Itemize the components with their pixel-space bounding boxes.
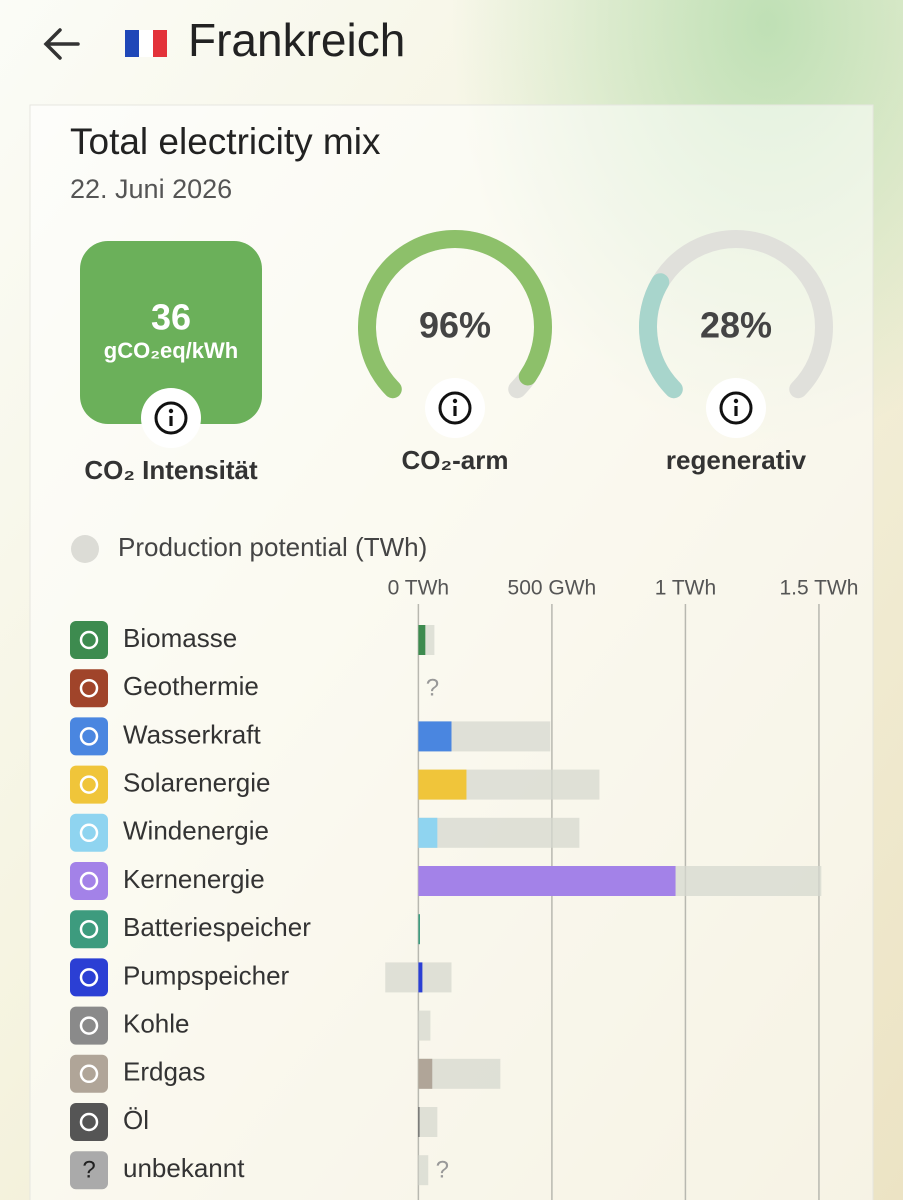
potential-bar [418, 1155, 429, 1186]
category-icon [70, 1151, 108, 1190]
category-label: Kernenergie [123, 864, 265, 894]
info-icon [154, 401, 188, 435]
production-bar [418, 962, 423, 993]
gauge-label: regenerativ [666, 445, 807, 475]
category-icon [70, 1054, 108, 1093]
x-tick-label: 0 TWh [388, 577, 449, 600]
category-icon-glyph [79, 1016, 99, 1035]
potential-bar [418, 817, 580, 848]
production-bar [418, 769, 467, 800]
production-bar [418, 625, 426, 655]
co2-label: CO₂ Intensität [84, 455, 258, 485]
unknown-value: ? [436, 1157, 449, 1184]
x-tick-label: 500 GWh [508, 577, 597, 600]
category-icon-glyph [79, 871, 99, 891]
category-icon-glyph [79, 823, 99, 843]
card-date: 22. Juni 2026 [70, 174, 232, 204]
page-title: Frankreich [188, 14, 405, 66]
category-label: Kohle [123, 1008, 190, 1038]
flag [125, 30, 167, 57]
category-label: Biomasse [123, 623, 237, 653]
production-bar [418, 817, 438, 848]
co2-intensity-box [80, 241, 262, 424]
potential-bar [385, 962, 452, 993]
production-bar [418, 1058, 433, 1089]
co2-value: 36 [151, 297, 191, 338]
category-icon-glyph [79, 1112, 99, 1132]
category-label: Öl [123, 1105, 149, 1135]
category-label: Solarenergie [123, 767, 270, 797]
category-icon-glyph [79, 630, 99, 650]
category-icon-glyph [79, 727, 99, 746]
info-icon [438, 391, 472, 425]
category-icon [70, 910, 108, 949]
gauge-value: 96% [419, 305, 491, 346]
legend-marker[interactable] [71, 535, 99, 563]
category-label: unbekannt [123, 1153, 245, 1183]
category-icon-glyph: ? [82, 1157, 95, 1184]
unknown-value: ? [426, 675, 439, 702]
potential-bar [418, 1107, 438, 1137]
potential-bar [418, 1010, 431, 1041]
card-title: Total electricity mix [70, 121, 381, 162]
production-bar [418, 914, 420, 945]
category-icon [70, 765, 108, 804]
category-icon [70, 669, 108, 708]
info-icon-dot [733, 398, 739, 404]
info-icon-dot [452, 398, 458, 404]
category-icon-glyph [79, 775, 99, 794]
category-icon [70, 621, 108, 659]
production-bar [418, 1107, 420, 1137]
category-label: Pumpspeicher [123, 960, 290, 990]
category-label: Wasserkraft [123, 719, 261, 749]
gauge-label: CO₂-arm [402, 445, 509, 475]
category-label: Windenergie [123, 816, 269, 846]
production-bar [418, 721, 452, 752]
production-bar [418, 866, 676, 896]
category-icon-glyph [79, 1064, 99, 1084]
category-icon-glyph [79, 919, 99, 939]
category-icon [70, 1103, 108, 1141]
category-label: Geothermie [123, 671, 259, 701]
gauge-fill [639, 273, 683, 399]
category-icon-glyph [79, 968, 99, 987]
category-icon [70, 813, 108, 852]
category-label: Batteriespeicher [123, 912, 311, 942]
gauge-fill [358, 230, 552, 399]
info-icon-dot [168, 408, 174, 414]
legend-label[interactable]: Production potential (TWh) [118, 532, 427, 562]
category-label: Erdgas [123, 1057, 205, 1087]
category-icon [70, 717, 108, 756]
gauge-value: 28% [700, 305, 772, 346]
category-icon [70, 862, 108, 900]
co2-unit: gCO₂eq/kWh [104, 338, 238, 363]
x-tick-label: 1 TWh [655, 577, 716, 600]
x-tick-label: 1.5 TWh [779, 577, 858, 600]
category-icon [70, 1006, 108, 1045]
category-icon-glyph [79, 678, 99, 698]
info-icon [719, 391, 753, 425]
back-button[interactable] [43, 28, 80, 60]
category-icon [70, 958, 108, 997]
